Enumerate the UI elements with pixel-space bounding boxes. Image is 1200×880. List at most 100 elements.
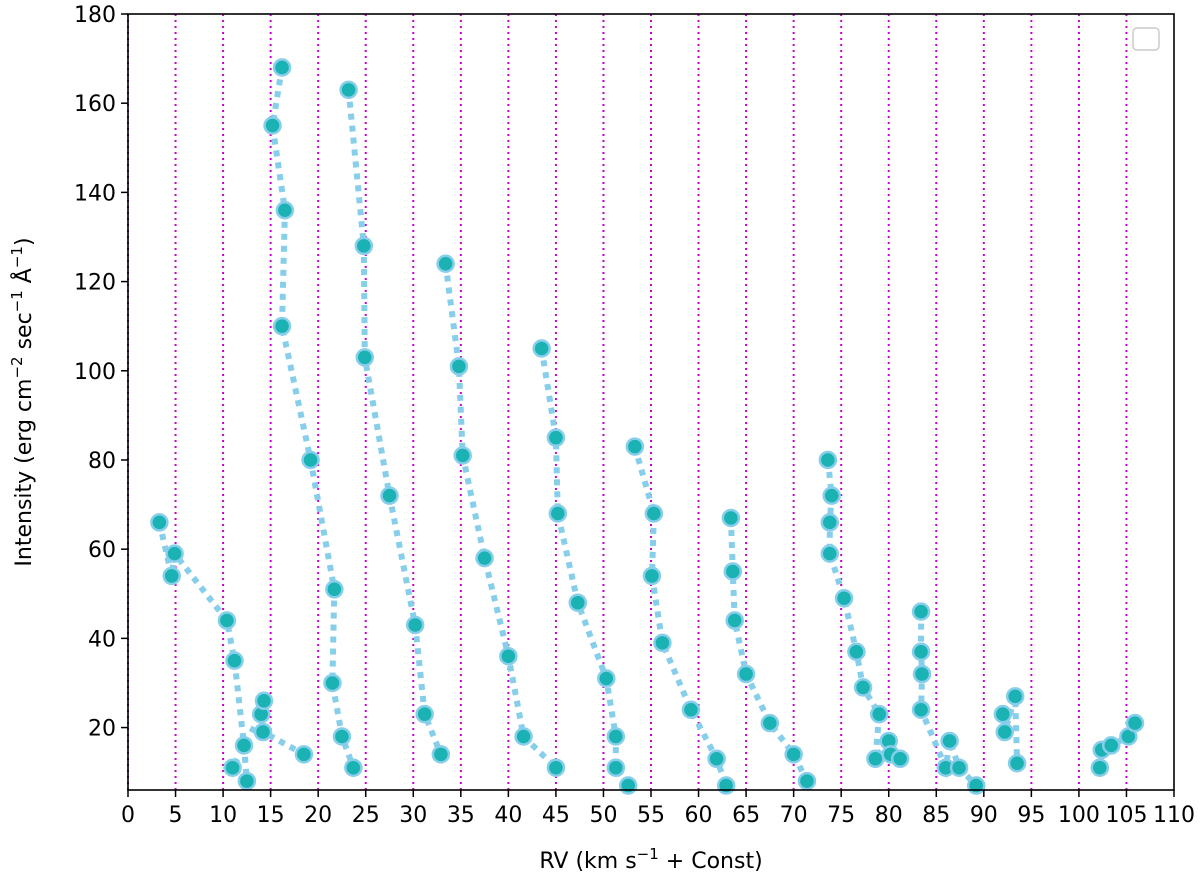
data-point: [723, 562, 743, 581]
x-tick-label: 5: [169, 803, 183, 828]
data-point: [344, 758, 363, 777]
x-tick-label: 70: [780, 803, 808, 828]
x-tick-label: 100: [1058, 803, 1100, 828]
x-tick-label: 105: [1105, 803, 1147, 828]
x-tick-label: 55: [637, 803, 665, 828]
data-point: [940, 731, 959, 751]
data-point: [606, 727, 626, 746]
x-tick-label: 15: [257, 803, 285, 828]
series-markers: [150, 58, 1145, 795]
data-point: [681, 700, 701, 719]
data-point: [653, 633, 672, 653]
x-tick-label: 20: [304, 803, 332, 828]
data-point: [625, 437, 645, 456]
y-axis-label: Intensity (erg cm−2 sec−1 Å−1): [8, 237, 37, 566]
data-point: [217, 611, 237, 630]
x-tick-label: 50: [589, 803, 617, 828]
x-tick-label: 40: [494, 803, 522, 828]
data-point: [707, 749, 726, 769]
data-point: [234, 736, 254, 755]
data-point: [568, 593, 588, 612]
x-tick-label: 35: [447, 803, 475, 828]
data-point: [721, 508, 741, 528]
plot-frame: [127, 13, 1175, 791]
series-4-line: [442, 263, 558, 770]
x-tick-label: 10: [209, 803, 237, 828]
data-point: [272, 58, 292, 77]
data-point: [1125, 713, 1145, 733]
data-point: [254, 691, 274, 711]
data-point: [1101, 736, 1121, 755]
data-point: [150, 513, 169, 532]
data-point: [606, 758, 626, 777]
x-tick-label: 75: [827, 803, 855, 828]
x-tick-label: 30: [399, 803, 427, 828]
y-tick-label: 120: [74, 271, 116, 296]
data-point: [912, 664, 932, 684]
x-tick-label: 0: [121, 803, 135, 828]
data-point: [597, 669, 616, 688]
x-axis-ticks: 0 5 10 15 20 25 30 35 40 45 50 55 60 65 70 75 80 85 90 95 10…: [121, 790, 1195, 828]
data-point: [499, 646, 518, 666]
data-point: [1007, 753, 1027, 773]
series-1-line: [156, 521, 306, 789]
x-tick-label: 25: [352, 803, 380, 828]
data-point: [760, 713, 780, 733]
data-point: [354, 236, 374, 256]
y-tick-label: 80: [88, 449, 116, 474]
data-point: [355, 348, 375, 367]
data-point: [618, 776, 638, 795]
data-point: [475, 548, 494, 568]
data-point: [911, 602, 931, 621]
data-point: [532, 339, 551, 358]
data-point: [818, 450, 838, 470]
data-point: [784, 745, 803, 764]
x-tick-label: 65: [732, 803, 760, 828]
data-point: [223, 758, 242, 777]
data-point: [736, 664, 756, 684]
data-point: [405, 615, 425, 635]
x-tick-label: 95: [1017, 803, 1045, 828]
data-point: [514, 727, 533, 746]
y-tick-label: 20: [88, 717, 116, 742]
data-point: [546, 428, 566, 447]
data-point: [911, 642, 931, 661]
data-point: [949, 758, 969, 777]
y-axis-ticks: 20 40 60 80 100 120 140 160 180: [74, 3, 128, 742]
data-point: [716, 776, 736, 795]
data-point: [165, 544, 184, 563]
x-tick-label: 45: [542, 803, 570, 828]
data-point: [325, 580, 344, 599]
data-point: [725, 611, 744, 630]
y-tick-label: 60: [88, 538, 116, 563]
data-point: [822, 486, 841, 505]
data-point: [415, 704, 434, 724]
data-point: [890, 749, 910, 769]
x-tick-label: 80: [875, 803, 903, 828]
data-point: [436, 254, 455, 273]
y-tick-label: 160: [74, 92, 116, 117]
y-tick-label: 100: [74, 360, 116, 385]
y-tick-label: 40: [88, 627, 116, 652]
data-point: [1090, 758, 1110, 777]
legend-box: [1132, 27, 1160, 51]
data-point: [431, 745, 451, 764]
data-point: [332, 727, 352, 746]
data-point: [869, 704, 889, 724]
data-point: [834, 588, 854, 608]
data-point: [847, 642, 866, 661]
data-point: [644, 504, 664, 523]
data-point: [294, 745, 314, 764]
y-tick-label: 140: [74, 181, 116, 206]
data-point: [453, 446, 472, 465]
x-tick-label: 90: [970, 803, 998, 828]
data-point: [380, 486, 399, 505]
data-point: [853, 678, 873, 697]
data-point: [797, 771, 817, 791]
data-point: [820, 513, 840, 532]
series-7-line: [727, 517, 810, 783]
data-point: [275, 200, 295, 220]
data-point: [1005, 687, 1025, 706]
data-point: [449, 357, 469, 376]
